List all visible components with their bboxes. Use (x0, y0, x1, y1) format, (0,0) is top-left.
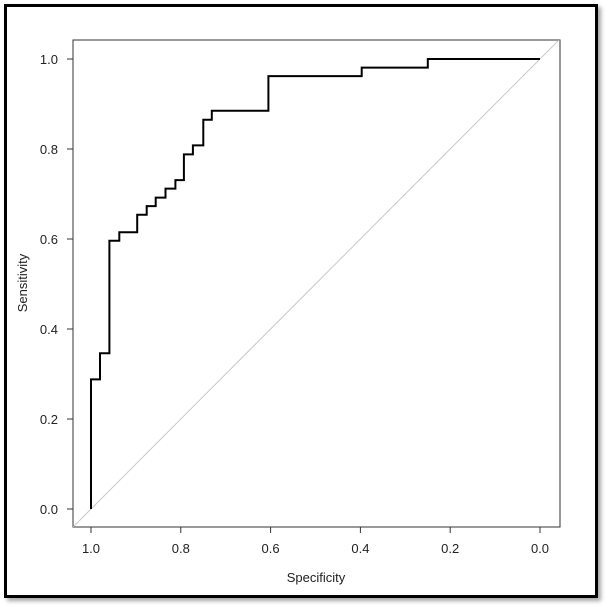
y-tick-label: 0.6 (40, 232, 58, 247)
reference-diagonal-line (73, 40, 560, 527)
y-tick-label: 0.4 (40, 322, 58, 337)
y-tick-label: 0.2 (40, 412, 58, 427)
x-tick-label: 0.0 (531, 541, 549, 556)
y-axis-label: Sensitivity (15, 253, 30, 312)
x-tick-label: 0.4 (351, 541, 369, 556)
y-tick-label: 1.0 (40, 52, 58, 67)
y-tick-label: 0.0 (40, 502, 58, 517)
y-tick-label: 0.8 (40, 142, 58, 157)
x-tick-label: 1.0 (82, 541, 100, 556)
x-tick-label: 0.6 (262, 541, 280, 556)
x-axis-label: Specificity (287, 570, 346, 585)
x-tick-label: 0.8 (172, 541, 190, 556)
chart-frame (4, 4, 598, 598)
roc-curve-line (90, 58, 540, 509)
x-tick-label: 0.2 (441, 541, 459, 556)
